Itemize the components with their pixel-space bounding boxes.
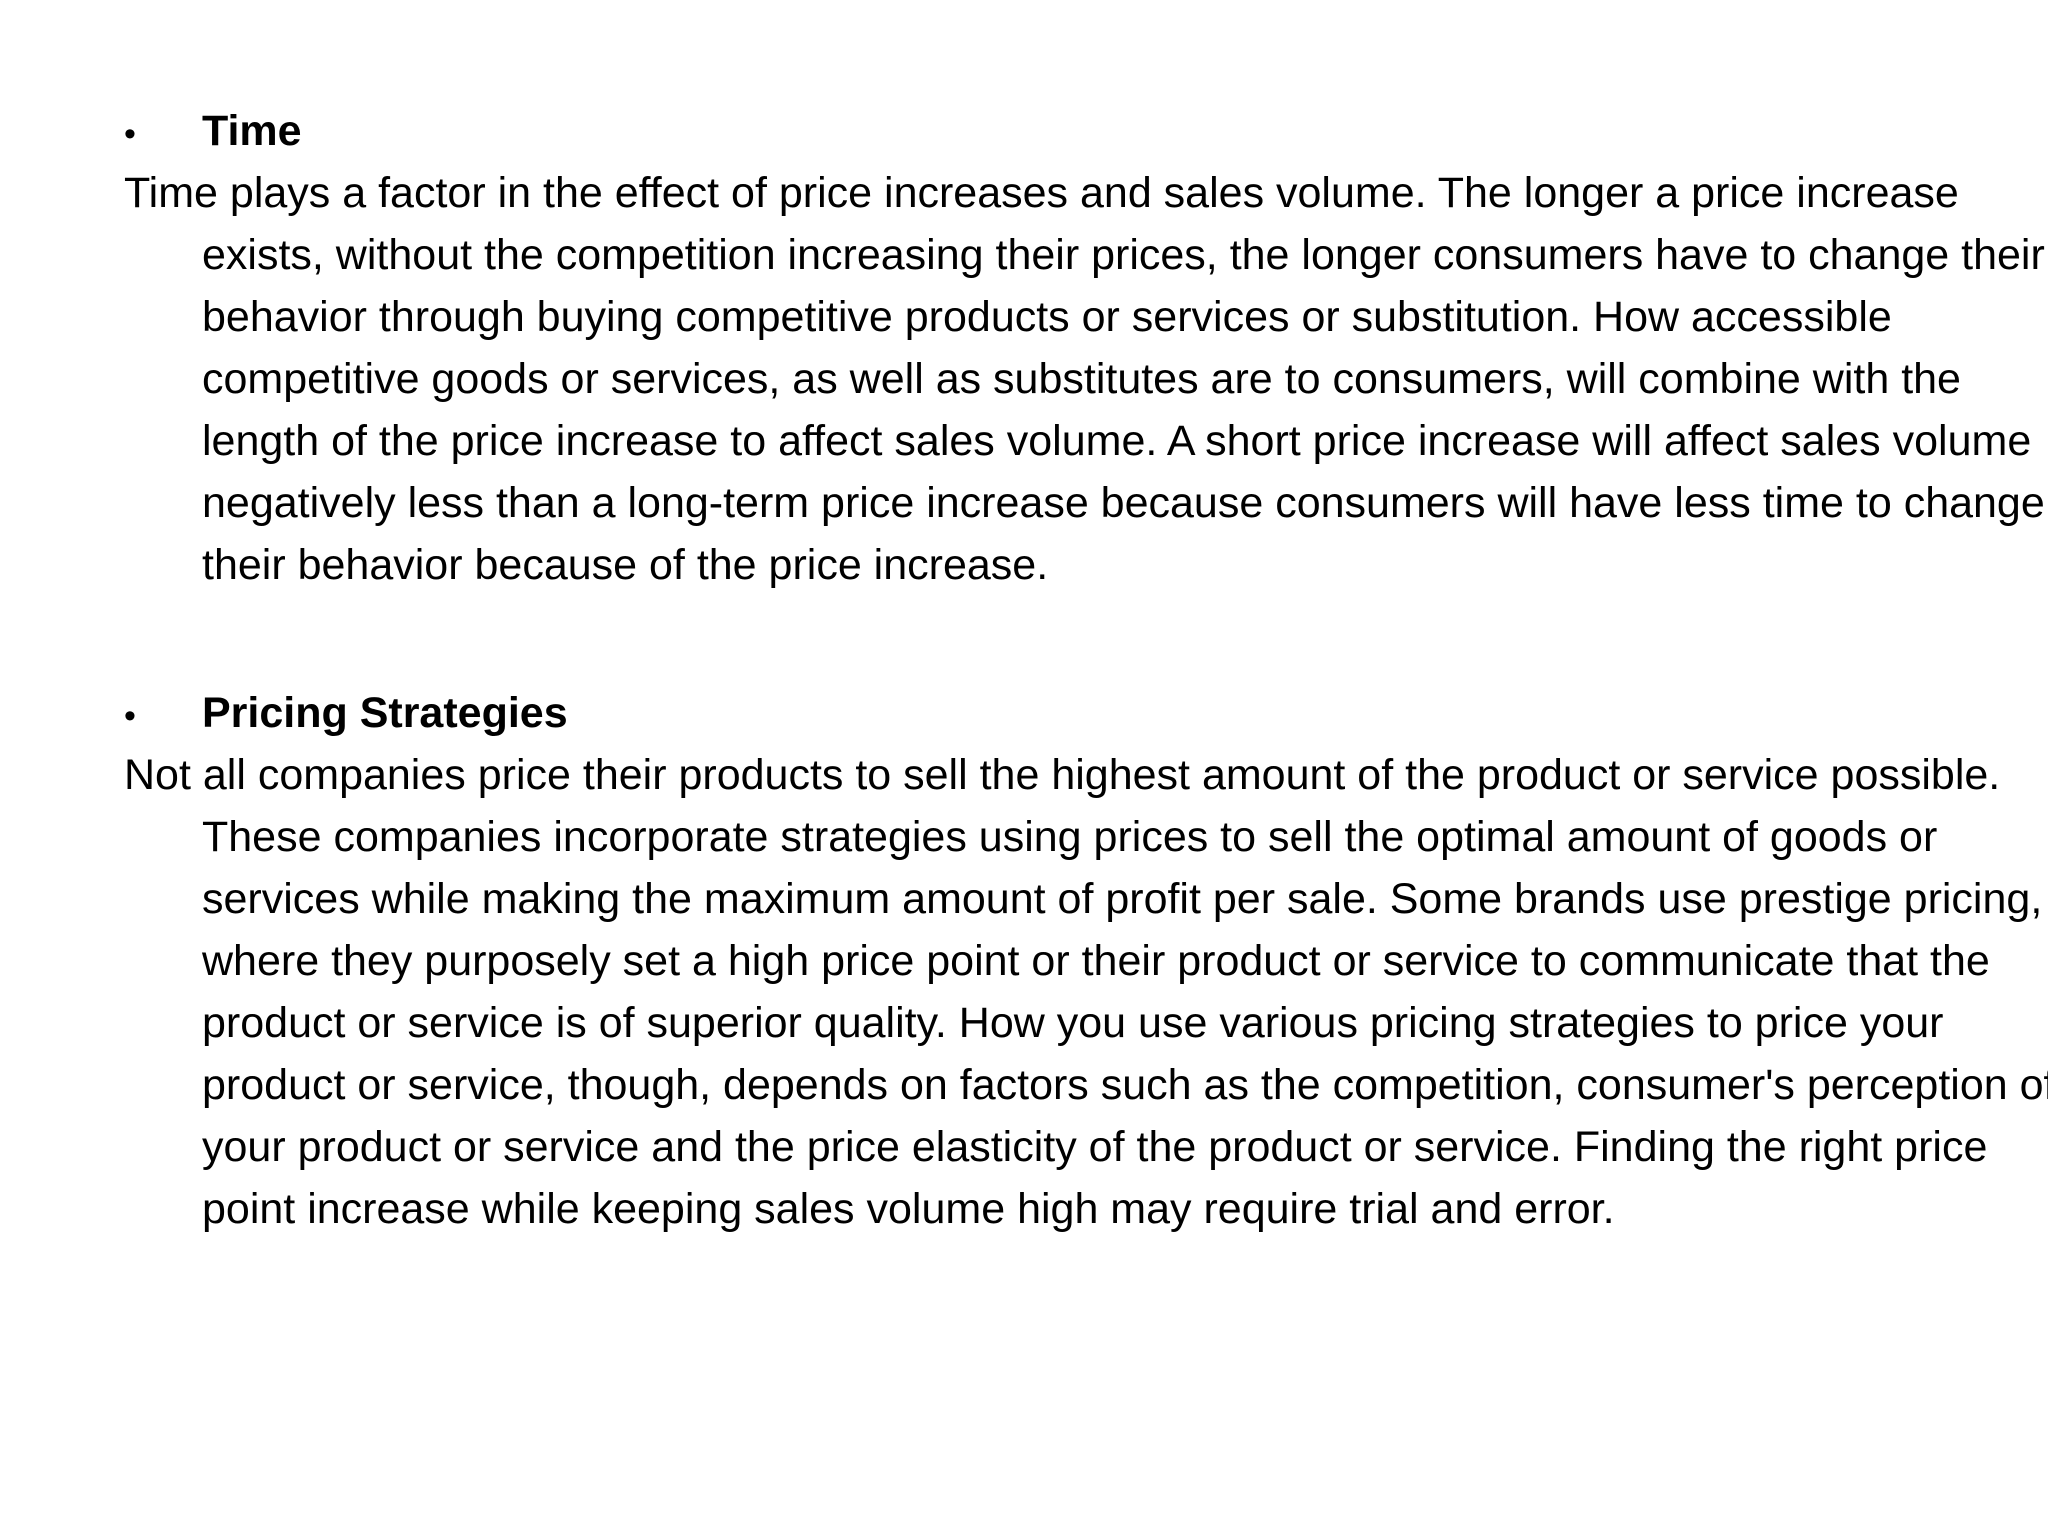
bullet-icon: • (124, 115, 136, 153)
section-body: Time plays a factor in the effect of pri… (124, 169, 2045, 589)
section-time: • Time Time plays a factor in the effect… (124, 100, 2045, 596)
section-heading: Pricing Strategies (202, 689, 568, 737)
section-pricing-strategies: • Pricing Strategies Not all companies p… (124, 682, 2048, 1240)
section-heading-row: • Pricing Strategies (124, 682, 1994, 744)
section-heading-row: • Time (124, 100, 1994, 162)
slide-content: • Time Time plays a factor in the effect… (124, 100, 2048, 1240)
bullet-icon: • (124, 697, 136, 735)
section-heading: Time (202, 107, 302, 155)
section-body: Not all companies price their products t… (124, 751, 2048, 1233)
